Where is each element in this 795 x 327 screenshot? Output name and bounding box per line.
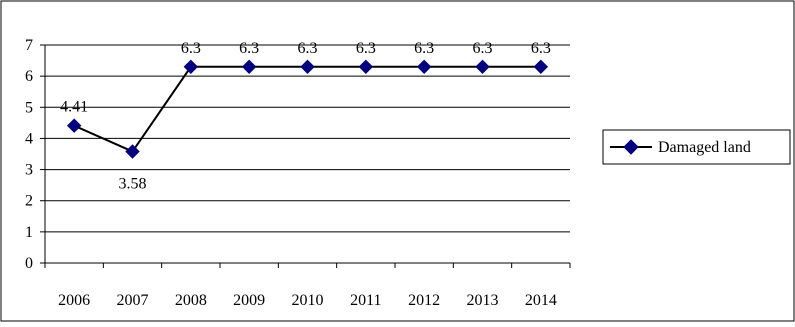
x-tick-label-2010: 2010: [292, 292, 324, 309]
data-point-2013: [475, 59, 490, 75]
data-point-2006: [66, 118, 82, 133]
data-labels: 4.41 3.58 6.3 6.3 6.3 6.3 6.3 6.3 6.3: [60, 40, 551, 193]
legend-marker-diamond-icon: [623, 139, 639, 155]
legend: Damaged land: [602, 129, 791, 165]
x-tick-label-2009: 2009: [233, 292, 265, 309]
gridlines: [45, 44, 570, 233]
data-label-2006: 4.41: [60, 99, 88, 116]
data-point-2008: [183, 59, 199, 75]
data-label-2010: 6.3: [298, 40, 318, 57]
y-tick-label: 2: [25, 193, 33, 210]
y-tick-label: 4: [25, 130, 33, 147]
x-tick-label-2014: 2014: [525, 292, 557, 309]
data-point-2010: [300, 59, 315, 75]
y-tick-label: 1: [25, 224, 33, 241]
axes: 0 1 2 3 4 5 6 7 2006 2007 2008 2009 2010 2011 2012 2013…: [25, 37, 571, 309]
x-tick-label-2007: 2007: [117, 292, 149, 309]
data-point-2007: [125, 144, 140, 159]
x-tick-label-2013: 2013: [467, 292, 499, 309]
data-point-2011: [358, 59, 374, 75]
data-label-2008: 6.3: [181, 40, 201, 57]
data-point-2014: [533, 59, 549, 75]
data-label-2007: 3.58: [119, 176, 147, 193]
data-point-2009: [241, 59, 257, 75]
x-tick-label-2006: 2006: [58, 292, 90, 309]
data-label-2014: 6.3: [531, 40, 551, 57]
y-tick-label: 7: [25, 37, 33, 54]
legend-label: Damaged land: [658, 139, 751, 156]
y-tick-label: 0: [25, 255, 33, 272]
data-point-2012: [416, 59, 432, 75]
x-tick-label-2011: 2011: [350, 292, 381, 309]
x-tick-label-2012: 2012: [408, 292, 440, 309]
data-label-2011: 6.3: [356, 40, 376, 57]
y-tick-label: 5: [25, 99, 33, 116]
series-damaged-land: [66, 59, 549, 159]
y-tick-label: 6: [25, 68, 33, 85]
data-label-2012: 6.3: [414, 40, 434, 57]
data-label-2009: 6.3: [239, 40, 259, 57]
data-label-2013: 6.3: [473, 40, 493, 57]
x-tick-label-2008: 2008: [175, 292, 207, 309]
y-tick-label: 3: [25, 162, 33, 179]
